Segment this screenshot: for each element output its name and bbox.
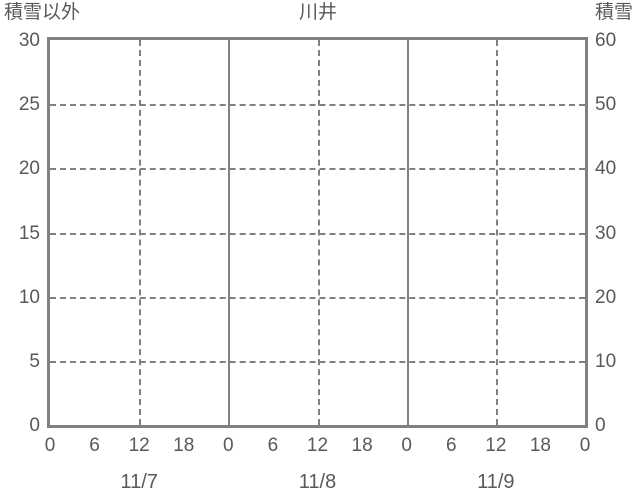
left-axis-tick-label: 20: [18, 158, 40, 180]
left-axis-tick-label: 15: [18, 222, 40, 244]
x-axis-tick-label: 18: [351, 435, 373, 456]
right-axis-tick-label: 30: [595, 222, 617, 244]
gridlines-layer: [50, 40, 585, 425]
x-axis-tick-label: 0: [223, 435, 234, 456]
x-axis-tick-label: 6: [89, 435, 100, 456]
right-axis-tick-label: 50: [595, 94, 617, 116]
x-axis-tick-label: 0: [44, 435, 56, 456]
x-axis-day-label: 11/8: [298, 471, 337, 493]
left-axis-tick-label: 5: [29, 350, 40, 372]
right-axis-tick-label: 20: [595, 286, 617, 308]
gridline-day-boundary: [406, 40, 409, 425]
left-axis-tick-labels: 0 5 10 15 20 25 30: [0, 31, 40, 435]
right-axis-tick-label: 60: [595, 30, 617, 51]
x-axis-tick-label: 18: [529, 435, 551, 456]
chart-title: 川井: [298, 2, 337, 23]
x-axis-tick-labels: 0 6 12 18 0 6 12 18 0 6 12 18 0: [44, 435, 591, 460]
plot-area: [47, 37, 588, 428]
right-axis-tick-label: 0: [595, 415, 606, 436]
gridline-vertical: [317, 40, 320, 425]
x-axis-day-label: 11/7: [120, 471, 158, 493]
left-axis-title: 積雪以外: [4, 2, 81, 23]
right-axis-tick-label: 10: [595, 350, 617, 372]
right-axis-tick-label: 40: [595, 158, 617, 180]
x-axis-tick-label: 12: [485, 435, 507, 456]
x-axis-day-labels: 11/7 11/8 11/9: [47, 471, 588, 497]
x-axis-tick-label: 0: [579, 435, 591, 456]
x-axis-tick-label: 12: [306, 435, 329, 456]
x-axis-tick-label: 6: [267, 435, 279, 456]
left-axis-tick-label: 0: [29, 415, 40, 436]
gridline-vertical: [495, 40, 498, 425]
x-axis-tick-label: 18: [173, 435, 195, 456]
left-axis-tick-label: 10: [18, 286, 40, 308]
right-axis-title: 積雪: [594, 2, 633, 23]
x-axis-tick-label: 6: [445, 435, 457, 456]
right-axis-tick-labels: 0 10 20 30 40 50 60: [595, 31, 635, 435]
x-axis-tick-label: 0: [401, 435, 412, 456]
left-axis-tick-label: 25: [18, 94, 40, 116]
x-axis-day-label: 11/9: [477, 471, 515, 493]
gridline-day-boundary: [228, 40, 231, 425]
gridline-vertical: [139, 40, 142, 425]
left-axis-tick-label: 30: [18, 30, 40, 51]
x-axis-tick-label: 12: [128, 435, 150, 456]
